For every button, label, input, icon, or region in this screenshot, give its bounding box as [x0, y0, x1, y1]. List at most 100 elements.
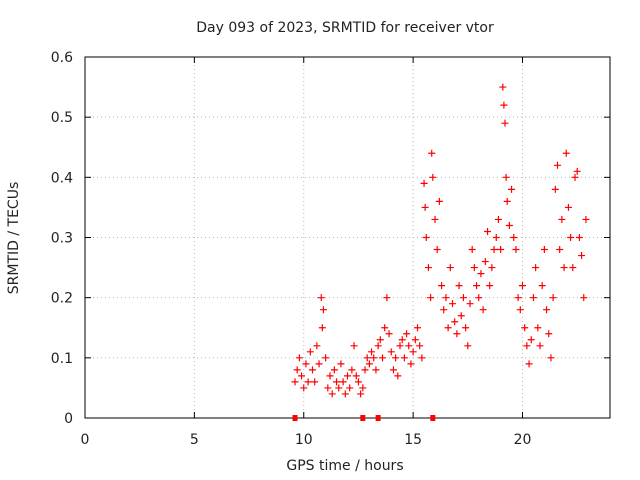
data-point: [514, 294, 522, 302]
data-point: [556, 246, 564, 254]
data-point: [575, 234, 583, 241]
data-point: [554, 161, 561, 169]
data-point: [302, 360, 310, 368]
data-point: [545, 330, 553, 338]
data-point: [315, 360, 323, 368]
data-point: [414, 324, 421, 332]
data-point: [396, 342, 404, 350]
data-point: [567, 234, 575, 241]
data-point: [357, 390, 365, 398]
data-point: [407, 360, 415, 368]
data-point: [304, 378, 312, 386]
data-point: [418, 354, 426, 362]
data-point: [578, 252, 586, 260]
data-point: [322, 354, 330, 362]
data-point: [484, 227, 491, 235]
data-point: [339, 378, 347, 386]
data-point: [424, 264, 432, 272]
data-point: [494, 215, 502, 223]
data-point: [490, 246, 498, 254]
data-point: [560, 264, 568, 272]
data-point: [346, 384, 354, 392]
data-point: [486, 282, 494, 290]
data-point: [376, 336, 384, 344]
data-point: [392, 354, 400, 362]
data-point: [470, 264, 478, 272]
data-point: [547, 354, 555, 362]
data-point: [387, 348, 395, 356]
data-point: [363, 354, 371, 362]
grid-layer: [85, 57, 610, 418]
data-point: [291, 378, 299, 386]
data-point: [341, 390, 349, 398]
data-point: [381, 324, 389, 332]
data-point: [444, 324, 452, 332]
data-point: [459, 294, 467, 302]
data-point: [481, 258, 489, 266]
data-point: [368, 348, 376, 356]
data-point: [352, 372, 360, 380]
data-point: [477, 270, 485, 278]
data-point: [335, 384, 343, 392]
data-point: [309, 366, 316, 374]
data-point: [562, 149, 570, 157]
zero-marker: [375, 415, 381, 421]
data-point: [540, 246, 548, 254]
data-point: [505, 221, 513, 229]
data-point: [488, 264, 496, 272]
x-tick-label: 15: [404, 432, 422, 448]
data-point: [573, 167, 581, 175]
data-point: [549, 294, 557, 302]
data-point: [394, 372, 402, 380]
data-point: [428, 149, 436, 157]
data-point: [502, 173, 510, 181]
data-point: [534, 324, 542, 332]
data-point: [527, 336, 535, 344]
data-point: [422, 234, 430, 241]
data-point: [440, 306, 448, 314]
zero-marker: [292, 415, 298, 421]
x-axis-label: GPS time / hours: [286, 458, 403, 474]
data-point: [438, 282, 446, 290]
data-point: [455, 282, 463, 290]
data-point: [383, 294, 391, 302]
data-point: [326, 372, 334, 380]
data-point: [543, 306, 551, 314]
data-point: [420, 179, 428, 187]
data-point: [479, 306, 487, 314]
data-point: [298, 372, 306, 380]
y-tick-label: 0.2: [51, 291, 73, 307]
data-point: [348, 366, 356, 374]
data-point: [475, 294, 483, 302]
x-tick-label: 0: [81, 432, 90, 448]
data-point: [385, 330, 393, 338]
y-tick-label: 0.3: [51, 231, 73, 247]
data-point: [300, 384, 308, 392]
data-point: [551, 185, 559, 193]
data-point: [427, 294, 435, 302]
tick-layer: 0 0.1 0.2 0.3 0.4 0.5 0.6 0 5 10 15 20: [51, 50, 610, 448]
y-tick-label: 0: [64, 411, 73, 427]
data-point: [328, 390, 336, 398]
data-point: [379, 354, 386, 362]
data-point: [421, 203, 429, 211]
data-point: [295, 354, 303, 362]
data-point: [435, 197, 443, 205]
data-point: [473, 282, 481, 290]
data-point: [446, 264, 454, 272]
data-point: [512, 246, 520, 254]
zero-marker: [430, 415, 436, 421]
data-point: [564, 203, 572, 211]
data-point: [429, 173, 437, 181]
data-point: [431, 215, 439, 223]
data-point: [449, 300, 456, 308]
y-tick-label: 0.5: [51, 110, 73, 126]
data-point: [398, 336, 406, 344]
data-point: [503, 197, 511, 205]
data-point: [529, 294, 537, 302]
data-point: [492, 234, 500, 241]
data-point: [508, 185, 516, 193]
data-point: [306, 348, 314, 356]
data-point: [558, 215, 566, 223]
